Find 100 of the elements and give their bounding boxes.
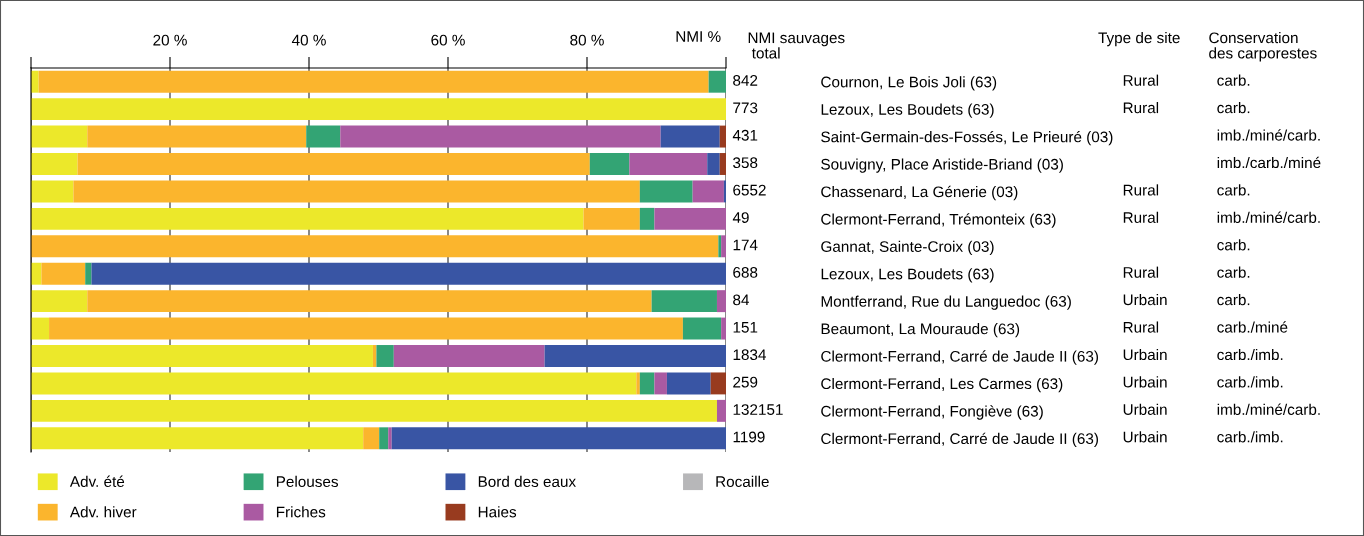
bar bbox=[340, 125, 661, 148]
bar bbox=[87, 290, 652, 313]
bar bbox=[31, 180, 74, 203]
bar bbox=[692, 180, 724, 203]
x-tick-label: 40 % bbox=[291, 34, 326, 46]
text: carb. bbox=[1217, 294, 1250, 306]
bar bbox=[41, 262, 86, 285]
text: 259 bbox=[733, 376, 758, 388]
bar bbox=[707, 153, 720, 175]
text: 688 bbox=[733, 267, 758, 278]
y-tick-label: Montferrand, Rue du Languedoc (63) bbox=[821, 295, 1071, 310]
text: 84 bbox=[733, 294, 750, 306]
bar bbox=[666, 372, 711, 395]
text: imb./miné/carb. bbox=[1217, 403, 1320, 415]
text: 1199 bbox=[733, 431, 765, 443]
x-axis-title: NMI % bbox=[676, 31, 721, 42]
x-tick-label: 80 % bbox=[570, 34, 604, 46]
text: carb. bbox=[1217, 266, 1250, 278]
text: Type de site bbox=[1098, 32, 1180, 47]
text: 431 bbox=[732, 129, 758, 141]
bar bbox=[363, 427, 380, 450]
text: 174 bbox=[733, 239, 758, 251]
bar bbox=[636, 372, 640, 395]
bar bbox=[49, 317, 683, 340]
bar bbox=[31, 317, 50, 340]
y-tick-label: Clermont-Ferrand, Carré de Jaude II (63) bbox=[821, 432, 1098, 448]
bar bbox=[31, 235, 719, 258]
y-tick-label: Saint-Germain-des-Fossés, Le Prieuré (03) bbox=[821, 130, 1113, 146]
bar bbox=[85, 262, 92, 285]
bar bbox=[660, 125, 720, 148]
bar bbox=[31, 399, 717, 422]
text: carb. bbox=[1217, 184, 1250, 196]
bar bbox=[376, 345, 394, 367]
bar bbox=[391, 427, 726, 450]
bar bbox=[306, 125, 341, 148]
bar bbox=[31, 125, 88, 148]
legend-label: Pelouses bbox=[276, 475, 339, 488]
text: 132151 bbox=[733, 404, 783, 415]
bar bbox=[716, 290, 726, 313]
legend-label: Bord des eaux bbox=[478, 475, 576, 488]
bar bbox=[31, 98, 726, 121]
y-tick-label: Gannat, Sainte-Croix (03) bbox=[821, 240, 994, 255]
text: 773 bbox=[733, 102, 758, 114]
y-tick-label: Lezoux, Les Boudets (63) bbox=[821, 268, 994, 283]
y-tick-label: Clermont-Ferrand, Les Carmes (63) bbox=[821, 377, 1063, 393]
bar bbox=[31, 153, 78, 175]
bar bbox=[393, 345, 545, 367]
bar bbox=[31, 427, 364, 450]
bar bbox=[87, 125, 307, 148]
y-tick-label: Beaumont, La Mouraude (63) bbox=[821, 323, 1020, 338]
bar bbox=[654, 372, 667, 395]
text: carb. bbox=[1217, 74, 1250, 86]
bar bbox=[91, 262, 726, 285]
text: imb./carb./miné bbox=[1217, 156, 1321, 169]
bar bbox=[721, 235, 726, 258]
text: 49 bbox=[732, 212, 749, 223]
bar bbox=[31, 290, 88, 313]
text: carb. bbox=[1217, 102, 1250, 114]
text: Rural Rural Rural Rural Rural Urbain Rural Urbain Urbain Urbain Urbain bbox=[1123, 74, 1167, 443]
bar bbox=[639, 207, 655, 230]
bar bbox=[38, 70, 709, 93]
text: NMI sauvages total bbox=[748, 32, 845, 59]
y-tick-label: Souvigny, Place Aristide-Briand (03) bbox=[821, 158, 1063, 173]
bar bbox=[723, 180, 726, 203]
text: 842 bbox=[733, 75, 758, 86]
x-tick-label: 60 % bbox=[431, 34, 465, 46]
bar bbox=[719, 153, 726, 175]
y-tick-label: Clermont-Ferrand, Carré de Jaude II (63) bbox=[821, 350, 1098, 365]
legend-label: Adv. été bbox=[69, 475, 125, 488]
text: 358 bbox=[733, 157, 758, 169]
bar bbox=[716, 399, 726, 422]
text: 1834 bbox=[733, 349, 767, 361]
text: carb./miné bbox=[1217, 321, 1288, 333]
legend-label: Haies bbox=[478, 506, 517, 518]
bar bbox=[583, 207, 640, 230]
bar bbox=[31, 345, 373, 367]
legend-label: Adv. hiver bbox=[69, 506, 137, 518]
bar bbox=[639, 372, 655, 395]
bar bbox=[379, 427, 389, 450]
text: Conservation des carporestes bbox=[1209, 32, 1317, 62]
bar bbox=[682, 317, 722, 340]
bar bbox=[73, 180, 640, 203]
text: carb. bbox=[1217, 239, 1250, 251]
bar bbox=[639, 180, 693, 203]
text: imb./miné/carb. bbox=[1217, 129, 1320, 141]
bar bbox=[589, 153, 630, 175]
bar bbox=[718, 235, 722, 258]
bar bbox=[31, 207, 584, 230]
text: 6552 bbox=[733, 184, 766, 196]
y-tick-label: Cournon, Le Bois Joli (63) bbox=[821, 76, 997, 91]
text: imb./miné/carb. bbox=[1217, 211, 1320, 223]
bar bbox=[719, 125, 726, 148]
legend-label: Rocaille bbox=[716, 475, 769, 488]
bar bbox=[710, 372, 726, 395]
y-tick-label: Clermont-Ferrand, Fongiève (63) bbox=[821, 405, 1043, 420]
y-tick-label: Clermont-Ferrand, Trémonteix (63) bbox=[821, 213, 1056, 228]
bar bbox=[544, 345, 726, 367]
bar bbox=[654, 207, 726, 230]
y-tick-label: Lezoux, Les Boudets (63) bbox=[821, 103, 994, 118]
text: carb./imb. bbox=[1217, 431, 1283, 443]
